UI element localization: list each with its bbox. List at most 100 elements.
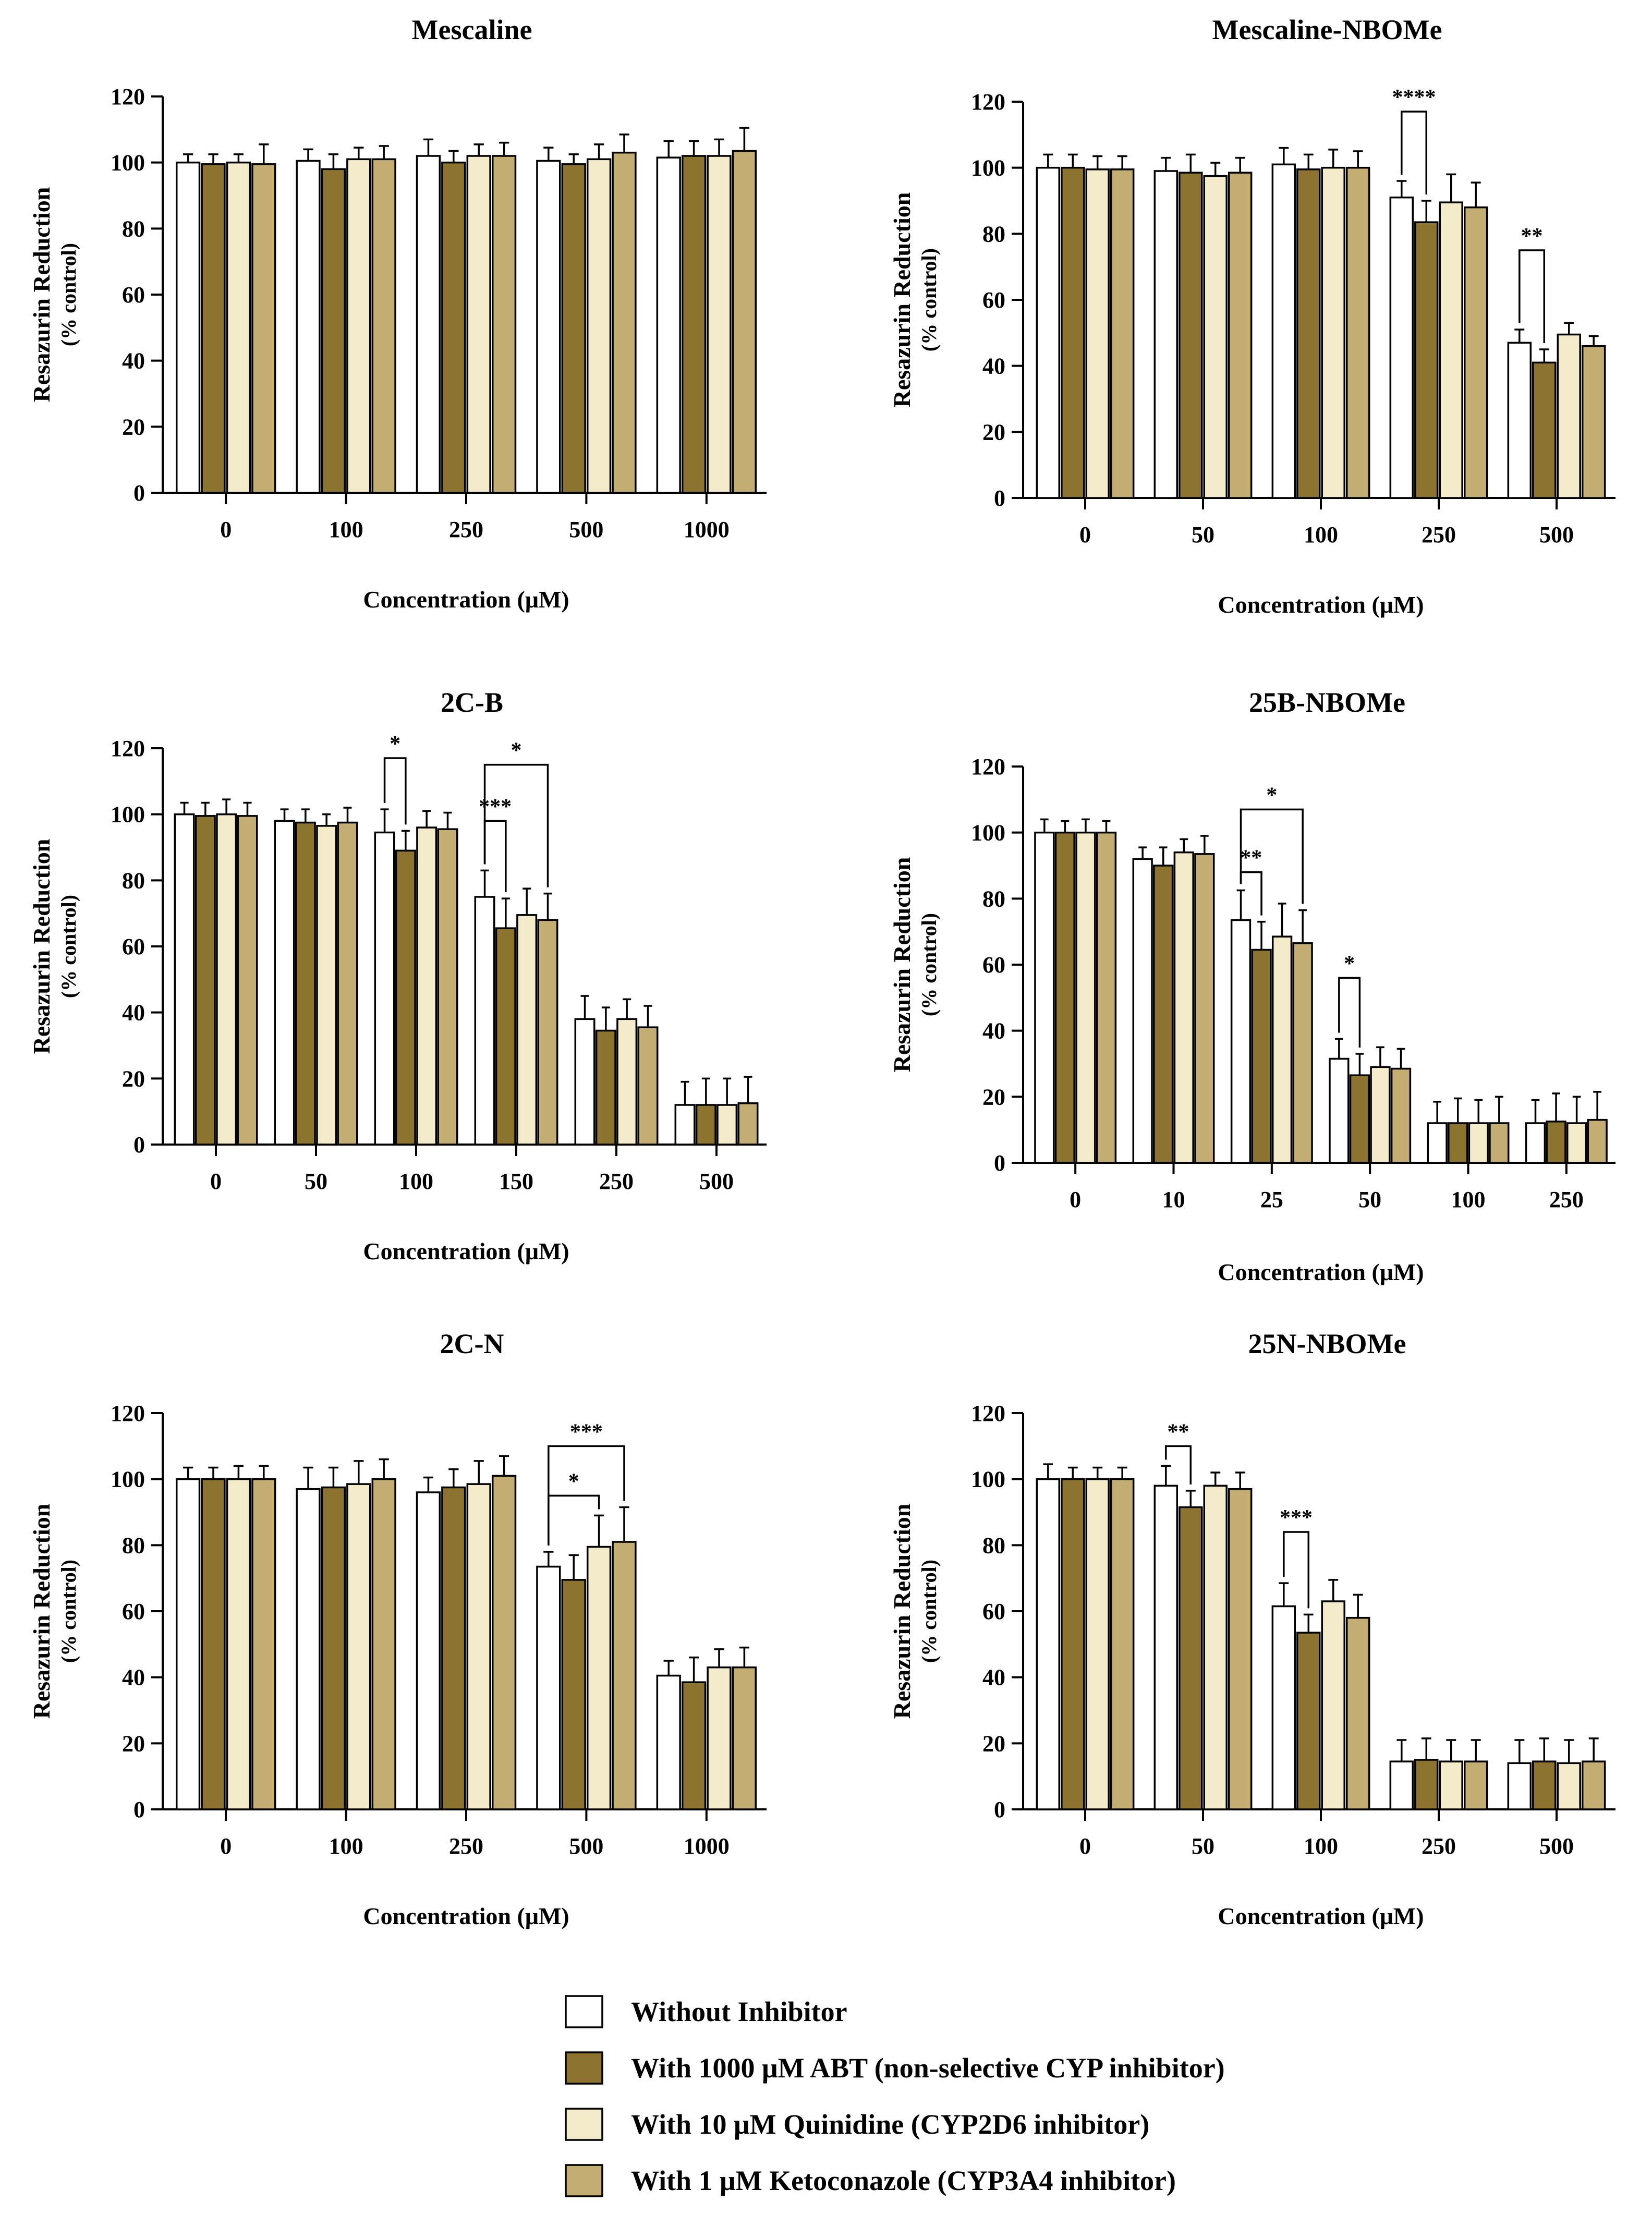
x-tick-label: 150: [499, 1169, 533, 1194]
bar-quinidine: [1468, 1122, 1489, 1164]
y-tick-label: 60: [982, 287, 1005, 313]
significance-bracket: [1338, 977, 1361, 1048]
y-tick-label: 0: [994, 1150, 1005, 1176]
bar-quinidine: [1566, 1122, 1587, 1164]
bar-without: [1132, 858, 1153, 1164]
y-axis-subtitle: (% control): [917, 1560, 941, 1663]
bar-abt: [561, 1579, 586, 1810]
bar-quinidine: [1557, 333, 1581, 499]
significance-label: *: [568, 1469, 579, 1493]
bar-quinidine: [1321, 166, 1345, 499]
x-tick-label: 0: [220, 517, 232, 542]
x-tick-label: 50: [1192, 522, 1214, 548]
y-tick-label: 0: [133, 1797, 145, 1822]
bar-quinidine: [466, 1483, 491, 1810]
bar-without: [1329, 1057, 1350, 1164]
x-tick-label: 500: [569, 1833, 603, 1859]
bar-without: [175, 1478, 201, 1810]
y-tick-label: 40: [982, 1665, 1005, 1690]
bar-abt: [1061, 166, 1085, 499]
x-tick-label: 250: [599, 1169, 634, 1194]
bar-ketoconazole: [537, 919, 558, 1146]
x-tick-label: 250: [449, 517, 483, 542]
bar-ketoconazole: [337, 821, 358, 1146]
x-tick-label: 100: [399, 1169, 433, 1194]
bar-without: [1525, 1122, 1546, 1164]
bar-abt: [295, 821, 316, 1146]
significance-bracket: [383, 757, 407, 825]
bar-quinidine: [346, 158, 371, 494]
y-tick-label: 0: [994, 1797, 1005, 1822]
y-axis-title: Resazurin Reduction: [28, 187, 55, 403]
bar-quinidine: [1085, 168, 1110, 499]
significance-label: *: [1266, 783, 1277, 807]
bar-ketoconazole: [437, 828, 458, 1146]
y-tick-label: 80: [122, 868, 145, 893]
bar-quinidine: [586, 1546, 612, 1810]
bar-quinidine: [1075, 831, 1096, 1164]
x-axis-title: Concentration (μM): [1218, 1903, 1424, 1929]
bar-without: [1271, 1605, 1296, 1810]
bar-quinidine: [1370, 1066, 1391, 1164]
y-tick-label: 80: [982, 1532, 1005, 1558]
significance-bracket: [548, 1494, 600, 1546]
chart-panel: Mescaline-NBOMe 0 20 40 60 80 100 120 Resazurin …: [889, 14, 1615, 618]
chart-panel: 25N-NBOMe 0 20 40 60 80 100 120 Resazurin Reduct…: [889, 1328, 1615, 1929]
y-tick-label: 60: [982, 1599, 1005, 1624]
chart-title: 25B-NBOMe: [1249, 687, 1405, 718]
bar-abt: [395, 849, 416, 1146]
bar-ketoconazole: [491, 1475, 517, 1810]
bar-ketoconazole: [237, 815, 258, 1146]
y-tick-label: 20: [122, 1066, 145, 1091]
legend: Without Inhibitor With 1000 μM ABT (non-s…: [565, 1995, 1225, 2197]
y-tick-label: 80: [982, 886, 1005, 911]
significance-bracket: [483, 763, 549, 887]
bar-ketoconazole: [1463, 206, 1488, 499]
x-tick-label: 50: [305, 1169, 327, 1194]
y-tick-label: 120: [971, 754, 1005, 780]
bar-without: [656, 156, 681, 494]
bar-quinidine: [466, 155, 491, 494]
legend-swatch-without: [565, 1995, 603, 2028]
y-axis-title: Resazurin Reduction: [889, 192, 915, 408]
bar-ketoconazole: [251, 1478, 276, 1810]
y-tick-label: 20: [982, 1731, 1005, 1756]
bar-quinidine: [1271, 935, 1293, 1164]
bar-without: [175, 161, 201, 494]
bar-abt: [1061, 1478, 1085, 1810]
bar-ketoconazole: [491, 155, 517, 494]
y-tick-label: 0: [133, 480, 145, 506]
bar-ketoconazole: [737, 1102, 759, 1146]
chart-title: Mescaline: [412, 14, 532, 45]
y-tick-label: 20: [122, 1731, 145, 1756]
y-axis-title: Resazurin Reduction: [28, 839, 55, 1054]
y-tick-label: 60: [122, 1599, 145, 1624]
bar-ketoconazole: [612, 1541, 637, 1810]
y-axis-subtitle: (% control): [917, 248, 941, 351]
bar-without: [374, 831, 395, 1146]
x-tick-label: 500: [699, 1169, 734, 1194]
bar-abt: [1448, 1122, 1468, 1164]
bar-abt: [681, 1681, 707, 1810]
y-tick-label: 60: [122, 282, 145, 308]
bar-without: [1034, 831, 1055, 1164]
x-tick-label: 50: [1358, 1187, 1381, 1212]
x-axis-title: Concentration (μM): [1218, 1259, 1424, 1285]
y-tick-label: 20: [982, 1084, 1005, 1110]
x-tick-label: 100: [329, 1833, 363, 1859]
bar-without: [474, 896, 495, 1146]
bar-without: [574, 1018, 596, 1146]
bar-abt: [1349, 1074, 1370, 1164]
x-tick-label: 100: [1304, 1833, 1338, 1859]
bar-abt: [495, 927, 516, 1146]
y-tick-label: 20: [982, 419, 1005, 445]
y-axis-title: Resazurin Reduction: [28, 1504, 55, 1719]
bar-without: [1036, 166, 1061, 499]
y-tick-label: 40: [122, 1665, 145, 1690]
y-tick-label: 60: [982, 952, 1005, 978]
bar-quinidine: [226, 161, 251, 494]
x-axis-title: Concentration (μM): [363, 1238, 569, 1264]
bar-ketoconazole: [1228, 1488, 1253, 1810]
